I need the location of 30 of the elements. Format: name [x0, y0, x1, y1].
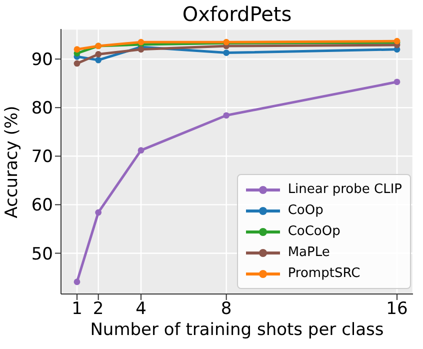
point [95, 51, 102, 58]
point [138, 147, 144, 154]
legend-label: PromptSRC [288, 266, 360, 281]
point [95, 56, 102, 64]
point [74, 60, 80, 67]
x-tick-label: 1 [72, 299, 82, 320]
point [74, 278, 80, 286]
point [394, 78, 400, 86]
y-tick-label: 60 [31, 196, 53, 216]
y-tick-label: 80 [31, 98, 53, 119]
y-tick-label: 70 [31, 147, 53, 168]
y-tick-label: 50 [31, 244, 53, 264]
point [74, 46, 80, 53]
x-tick-label: 4 [136, 299, 146, 320]
chart-title: OxfordPets [181, 2, 293, 26]
legend-label: MaPLe [288, 245, 330, 260]
point [138, 46, 144, 53]
point [223, 112, 230, 119]
x-tick-label: 8 [220, 299, 232, 320]
y-axis-title: Accuracy (%) [2, 106, 22, 218]
legend-label: CoCoOp [288, 224, 340, 239]
point [138, 38, 144, 46]
x-tick-label: 16 [386, 299, 408, 320]
x-axis-title: Number of training shots per class [89, 320, 385, 340]
point [223, 50, 230, 56]
legend-label: CoOp [288, 203, 324, 218]
point [95, 209, 102, 216]
legend-label: Linear probe CLIP [288, 182, 402, 197]
y-tick-label: 90 [31, 50, 53, 70]
x-tick-label: 2 [92, 299, 104, 320]
